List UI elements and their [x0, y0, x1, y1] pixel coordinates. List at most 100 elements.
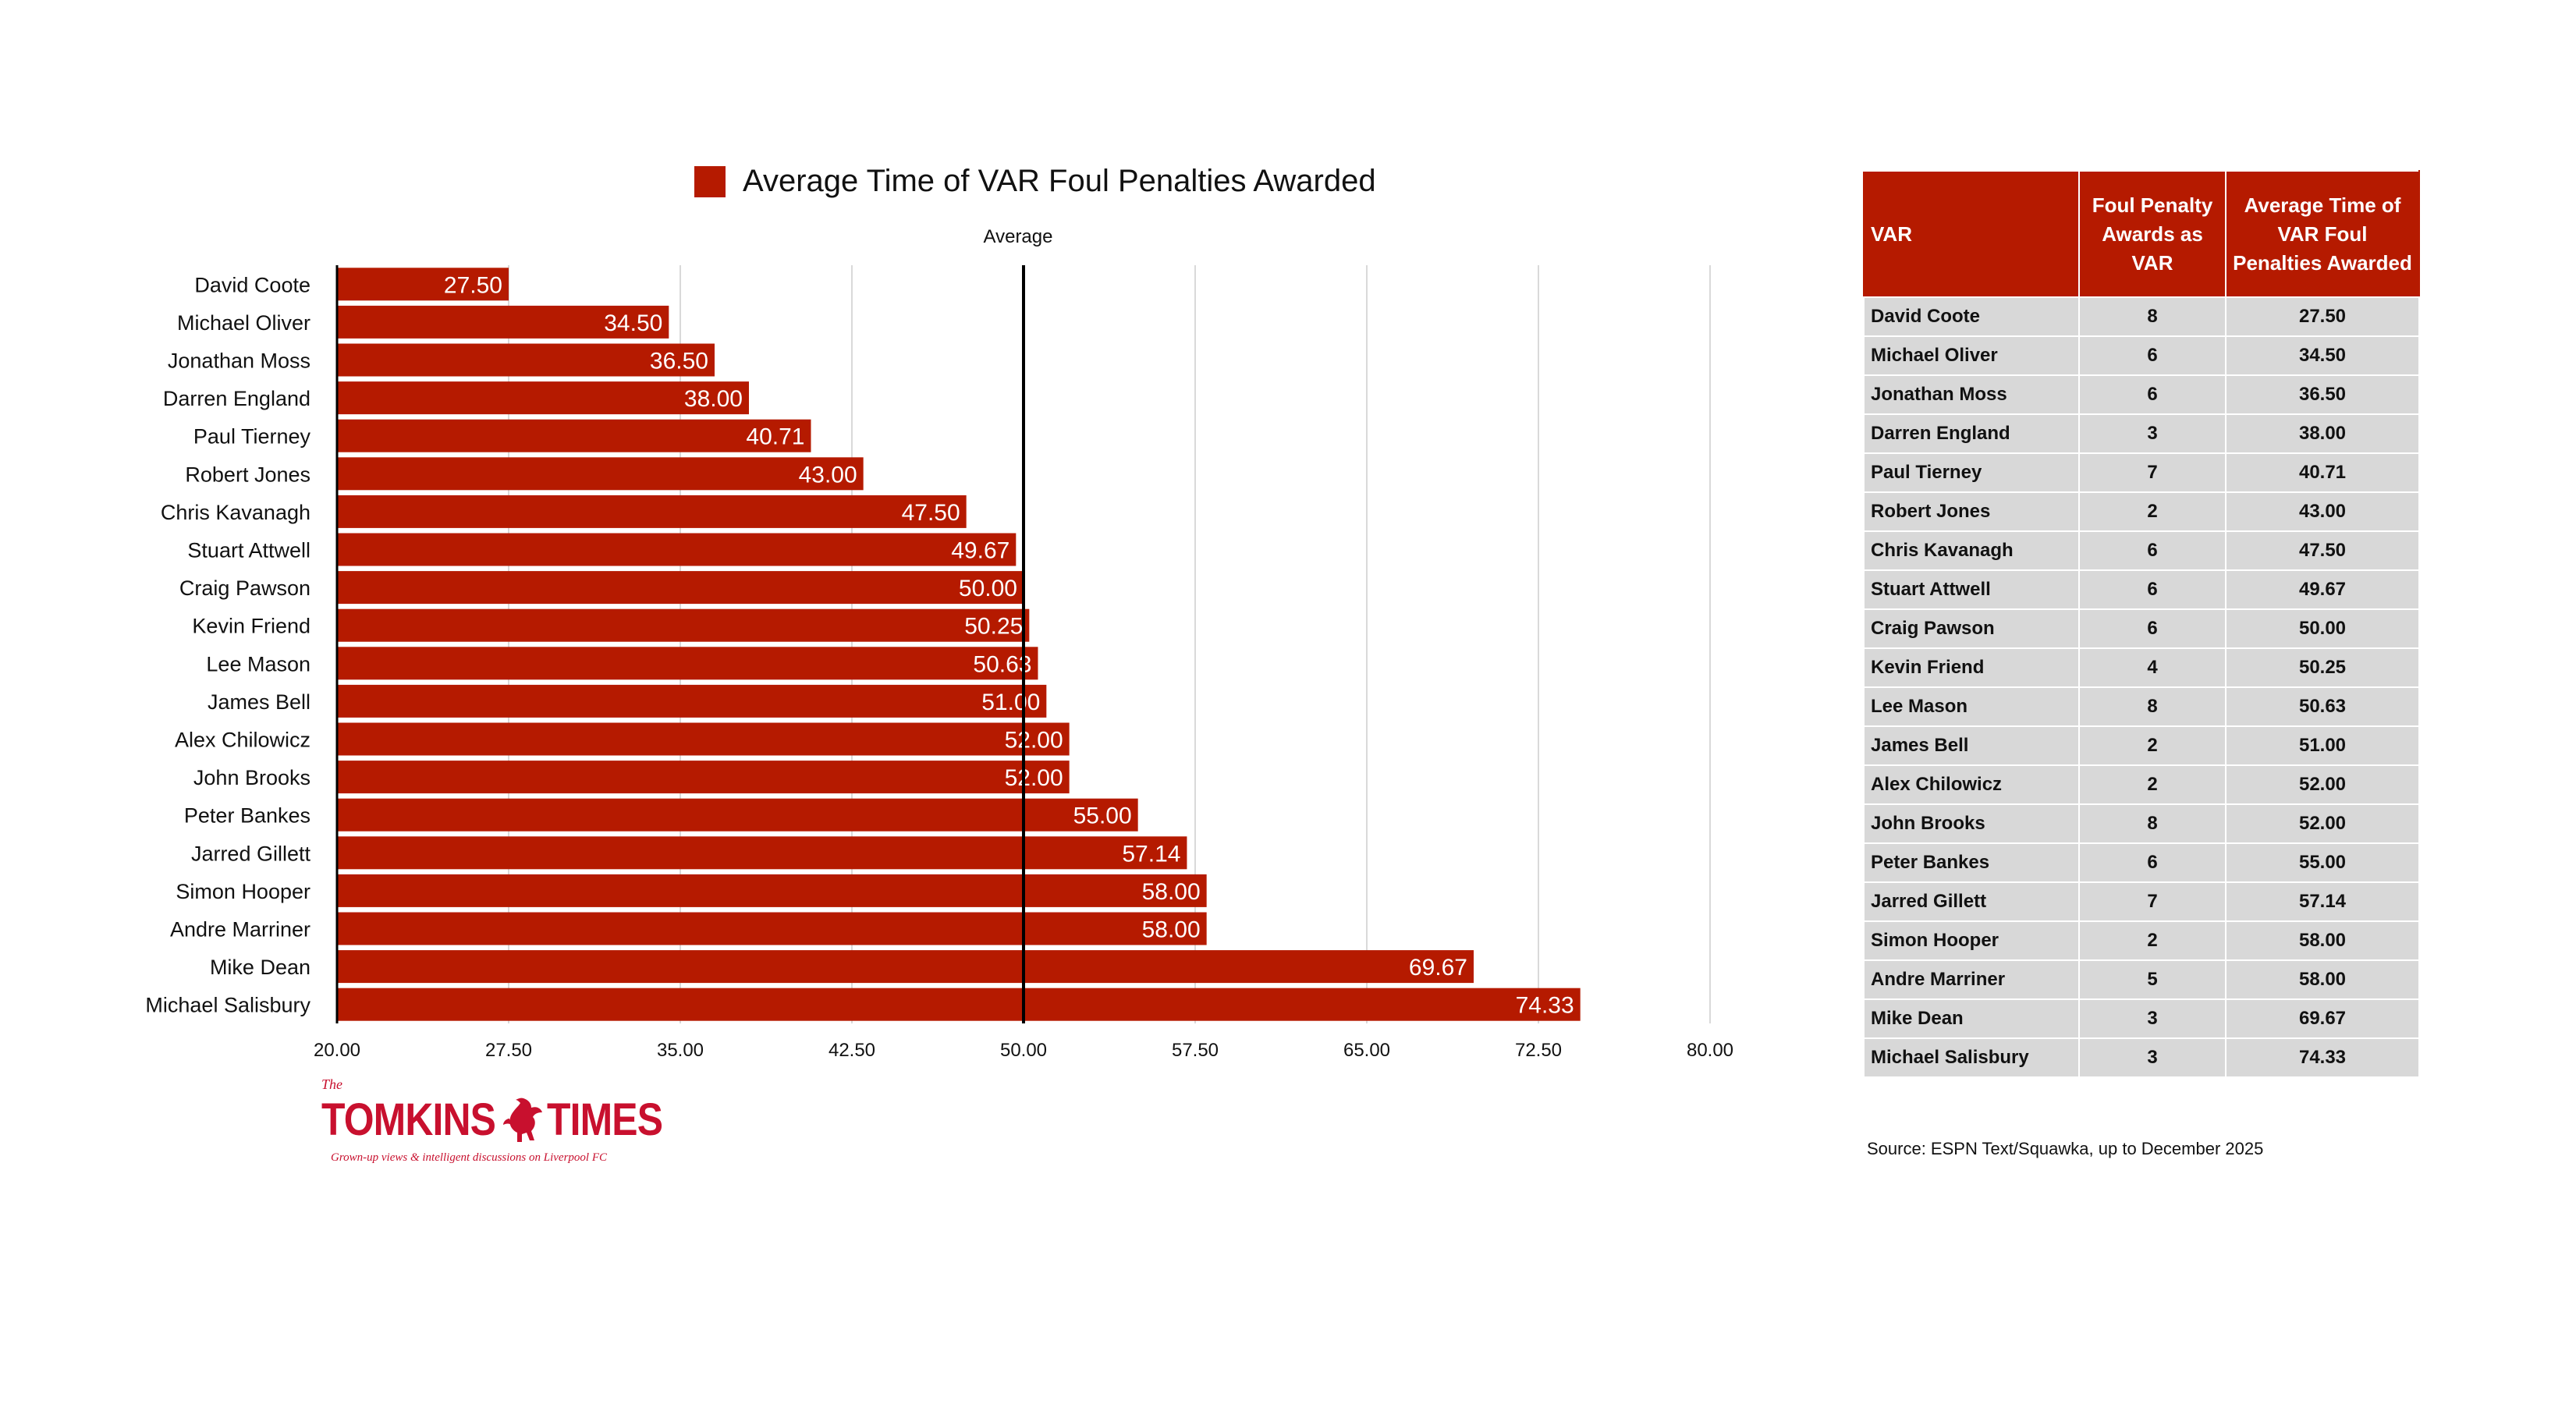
table-cell-var: James Bell: [1863, 725, 2080, 766]
table-cell-average-time: 58.00: [2225, 920, 2420, 961]
x-tick-label: 72.50: [1515, 1040, 1562, 1061]
table-cell-average-time: 50.63: [2225, 686, 2420, 727]
bar: [337, 722, 1070, 756]
table-row: Alex Chilowicz 2 52.00: [1863, 764, 2420, 805]
table-cell-awards: 8: [2078, 686, 2227, 727]
table-cell-var: Kevin Friend: [1863, 647, 2080, 688]
table-cell-average-time: 69.67: [2225, 998, 2420, 1039]
category-label: David Coote: [194, 273, 310, 296]
category-label: Robert Jones: [185, 463, 310, 486]
table-cell-awards: 4: [2078, 647, 2227, 688]
table-row: Kevin Friend 4 50.25: [1863, 647, 2420, 688]
category-label: Simon Hooper: [176, 880, 310, 903]
bar: [337, 684, 1047, 718]
table-cell-average-time: 52.00: [2225, 764, 2420, 805]
table-cell-var: Chris Kavanagh: [1863, 530, 2080, 571]
data-label: 40.71: [746, 424, 804, 450]
tomkins-times-logo: The TOMKINS TIMES Grown-up views & intel…: [321, 1076, 663, 1170]
data-label: 58.00: [1142, 879, 1201, 905]
category-label: Chris Kavanagh: [161, 501, 310, 524]
table-cell-awards: 8: [2078, 803, 2227, 844]
table-row: Simon Hooper 2 58.00: [1863, 920, 2420, 961]
table-cell-average-time: 49.67: [2225, 569, 2420, 610]
table-cell-var: Stuart Attwell: [1863, 569, 2080, 610]
var-data-table: VAR Foul Penalty Awards as VAR Average T…: [1863, 170, 2420, 1078]
table-cell-awards: 5: [2078, 959, 2227, 1000]
data-label: 50.00: [959, 576, 1017, 601]
table-header-var: VAR: [1863, 170, 2080, 298]
table-cell-var: Simon Hooper: [1863, 920, 2080, 961]
table-cell-awards: 6: [2078, 530, 2227, 571]
table-cell-average-time: 55.00: [2225, 842, 2420, 883]
bar: [337, 647, 1038, 680]
category-label: Michael Oliver: [177, 311, 310, 335]
table-cell-average-time: 58.00: [2225, 959, 2420, 1000]
category-label: Mike Dean: [210, 956, 310, 979]
bar: [337, 571, 1024, 605]
category-label: John Brooks: [193, 766, 310, 789]
bar: [337, 381, 749, 415]
category-label: Michael Salisbury: [145, 994, 310, 1017]
category-label: James Bell: [208, 690, 310, 714]
category-label: Jarred Gillett: [191, 842, 311, 865]
x-tick-label: 35.00: [657, 1040, 704, 1061]
data-label: 49.67: [951, 538, 1009, 564]
data-label: 69.67: [1409, 955, 1467, 981]
table-cell-var: Mike Dean: [1863, 998, 2080, 1039]
bar: [337, 798, 1138, 832]
table-cell-var: Alex Chilowicz: [1863, 764, 2080, 805]
table-cell-var: John Brooks: [1863, 803, 2080, 844]
bar: [337, 950, 1474, 984]
table-row: Lee Mason 8 50.63: [1863, 686, 2420, 727]
data-label: 27.50: [444, 272, 502, 298]
bar: [337, 874, 1207, 907]
data-label: 51.00: [981, 690, 1040, 715]
table-row: David Coote 8 27.50: [1863, 296, 2420, 337]
table-cell-average-time: 47.50: [2225, 530, 2420, 571]
data-label: 74.33: [1516, 993, 1574, 1019]
data-label: 52.00: [1005, 728, 1063, 754]
table-cell-average-time: 40.71: [2225, 452, 2420, 493]
table-cell-awards: 3: [2078, 413, 2227, 454]
table-cell-awards: 2: [2078, 920, 2227, 961]
bar: [337, 836, 1187, 870]
category-label: Darren England: [163, 387, 310, 410]
table-cell-var: Lee Mason: [1863, 686, 2080, 727]
table-cell-average-time: 57.14: [2225, 881, 2420, 922]
table-cell-var: Craig Pawson: [1863, 608, 2080, 649]
table-cell-var: Robert Jones: [1863, 491, 2080, 532]
table-row: Jarred Gillett 7 57.14: [1863, 881, 2420, 922]
category-label: Alex Chilowicz: [175, 729, 310, 752]
category-label: Paul Tierney: [193, 425, 311, 449]
table-cell-awards: 7: [2078, 452, 2227, 493]
legend-label: Average Time of VAR Foul Penalties Award…: [743, 164, 1376, 198]
table-header-row: VAR Foul Penalty Awards as VAR Average T…: [1863, 170, 2420, 298]
bar: [337, 343, 715, 377]
legend-swatch: [694, 165, 726, 197]
data-label: 50.25: [964, 614, 1023, 640]
category-label: Andre Marriner: [170, 918, 310, 942]
table-cell-average-time: 43.00: [2225, 491, 2420, 532]
bar: [337, 761, 1070, 794]
table-row: Chris Kavanagh 6 47.50: [1863, 530, 2420, 571]
table-cell-var: Andre Marriner: [1863, 959, 2080, 1000]
table-row: James Bell 2 51.00: [1863, 725, 2420, 766]
chart-legend: Average Time of VAR Foul Penalties Award…: [694, 164, 1376, 199]
table-header-awards: Foul Penalty Awards as VAR: [2078, 170, 2227, 298]
category-label: Lee Mason: [206, 652, 310, 676]
average-line-label: Average: [983, 226, 1053, 247]
table-cell-var: Darren England: [1863, 413, 2080, 454]
bar: [337, 533, 1017, 566]
logo-tagline: Grown-up views & intelligent discussions…: [331, 1151, 608, 1164]
table-cell-average-time: 51.00: [2225, 725, 2420, 766]
category-label: Kevin Friend: [192, 615, 310, 638]
table-row: Michael Salisbury 3 74.33: [1863, 1037, 2420, 1078]
table-cell-awards: 2: [2078, 725, 2227, 766]
table-row: John Brooks 8 52.00: [1863, 803, 2420, 844]
table-cell-average-time: 27.50: [2225, 296, 2420, 337]
table-row: Craig Pawson 6 50.00: [1863, 608, 2420, 649]
table-cell-average-time: 52.00: [2225, 803, 2420, 844]
table-row: Peter Bankes 6 55.00: [1863, 842, 2420, 883]
table-cell-average-time: 74.33: [2225, 1037, 2420, 1078]
table-cell-awards: 6: [2078, 608, 2227, 649]
